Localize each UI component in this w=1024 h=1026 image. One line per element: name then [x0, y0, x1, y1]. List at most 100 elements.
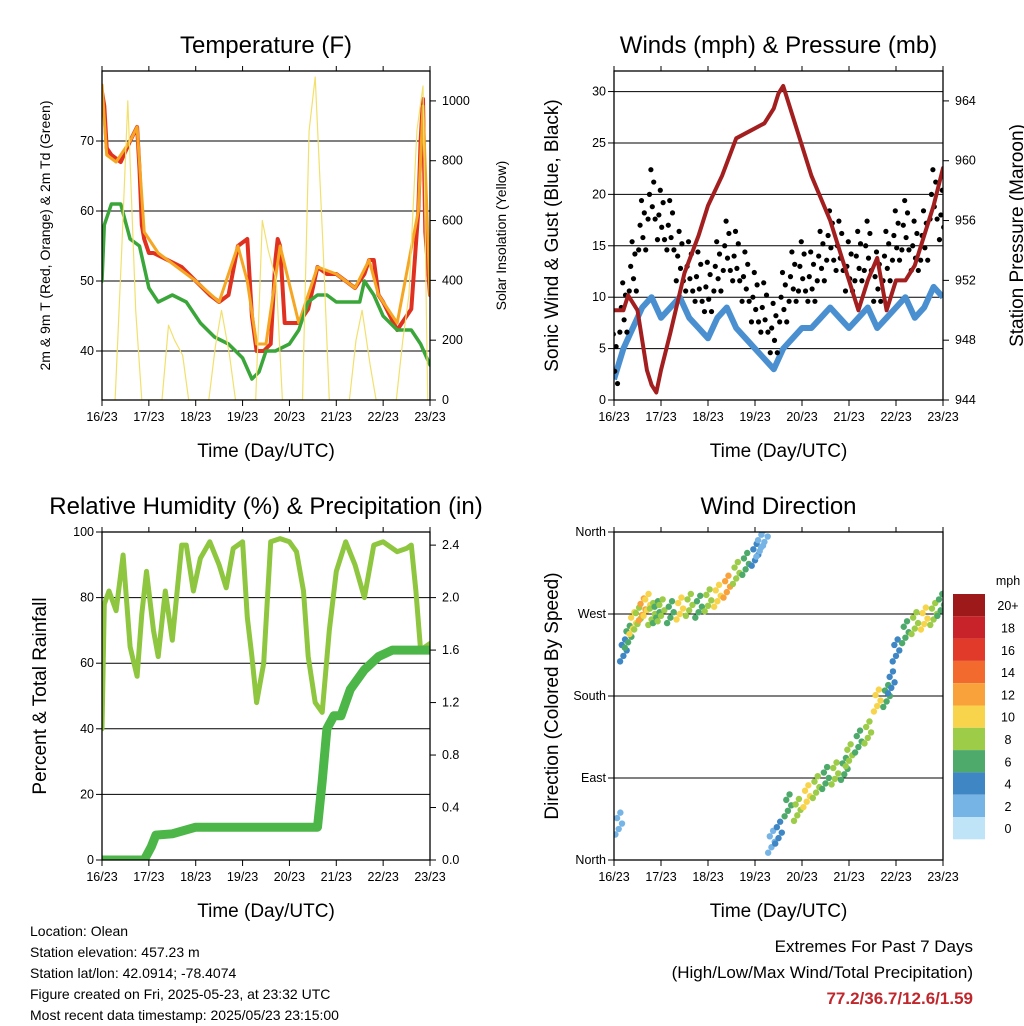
direction-point — [837, 776, 845, 784]
gust-point — [614, 343, 619, 350]
gust-point — [765, 329, 771, 335]
gust-point — [786, 298, 792, 304]
direction-point — [921, 620, 928, 628]
x-tick-label: 17/23 — [133, 870, 164, 884]
gust-point — [933, 179, 939, 185]
gust-point — [629, 239, 635, 245]
direction-frame — [613, 531, 944, 861]
legend-label: 10 — [1001, 711, 1015, 725]
rh-frame — [101, 531, 431, 861]
direction-point — [853, 732, 860, 740]
direction-point — [640, 612, 647, 620]
x-tick-label: 18/23 — [692, 410, 723, 424]
gust-point — [621, 317, 627, 323]
gust-point — [712, 263, 718, 269]
gust-point — [687, 276, 693, 282]
legend-label: 18 — [1001, 621, 1015, 635]
direction-point — [911, 625, 918, 632]
gust-point — [693, 274, 700, 280]
gust-point — [795, 288, 802, 294]
gust-point — [617, 329, 623, 335]
x-tick-label: 18/23 — [692, 870, 723, 884]
gust-point — [731, 253, 737, 259]
direction-point — [784, 807, 792, 814]
gust-point — [673, 278, 679, 284]
legend-swatch — [953, 638, 985, 661]
direction-point — [877, 697, 884, 704]
direction-point — [772, 840, 779, 847]
y-axis-title: Sonic Wind & Gust (Blue, Black) — [542, 99, 563, 371]
x-tick-label: 21/23 — [833, 410, 864, 424]
direction-point — [803, 798, 810, 805]
gust-point — [708, 308, 715, 315]
gust-point — [842, 288, 849, 294]
gust-point — [873, 249, 880, 255]
direction-point — [701, 608, 708, 615]
gust-point — [817, 228, 823, 234]
sonic-wind-series — [614, 283, 943, 381]
gust-point — [863, 243, 869, 249]
x-tick-label: 20/23 — [274, 870, 305, 884]
direction-point — [790, 817, 798, 825]
gust-point — [750, 294, 756, 300]
y2-tick-label: 1.6 — [442, 643, 459, 657]
direction-point — [831, 775, 839, 783]
x-tick-label: 19/23 — [227, 410, 258, 424]
y2-tick-label: 1000 — [442, 94, 470, 108]
x-tick-label: 21/23 — [833, 870, 864, 884]
gust-point — [944, 237, 949, 242]
gust-point — [810, 261, 817, 267]
direction-point — [682, 612, 690, 620]
gust-point — [891, 232, 897, 239]
station-pressure-series — [614, 84, 943, 395]
gust-point — [645, 216, 651, 222]
gust-point — [724, 255, 731, 261]
gust-point — [892, 208, 898, 214]
gust-point — [938, 212, 943, 218]
direction-point — [721, 578, 729, 585]
direction-point — [917, 626, 925, 633]
direction-point — [845, 757, 853, 764]
y-tick-label: 30 — [592, 85, 606, 99]
direction-point — [891, 679, 898, 686]
direction-point — [825, 774, 832, 782]
legend-label: 14 — [1001, 666, 1015, 680]
gust-point — [797, 263, 803, 269]
direction-point — [692, 614, 699, 621]
y-tick-label: 0 — [599, 393, 606, 407]
x-tick-label: 19/23 — [739, 870, 770, 884]
y2-tick-label: 948 — [955, 333, 976, 347]
direction-point — [615, 825, 622, 833]
gust-point — [774, 350, 780, 356]
direction-point — [889, 668, 897, 675]
direction-point — [851, 749, 859, 756]
x-tick-label: 16/23 — [598, 410, 629, 424]
gust-point — [872, 274, 878, 280]
direction-point — [919, 609, 926, 617]
gust-point — [614, 380, 621, 387]
gust-point — [801, 251, 807, 257]
gust-point — [696, 286, 702, 292]
gust-point — [889, 257, 896, 263]
direction-point — [883, 698, 890, 705]
direction-point — [940, 601, 943, 608]
direction-point — [729, 580, 737, 588]
y2-tick-label: 0.8 — [442, 748, 459, 762]
gust-point — [711, 288, 717, 294]
direction-point — [757, 544, 765, 551]
gust-point — [636, 247, 642, 253]
gust-point — [638, 197, 645, 204]
direction-point — [631, 626, 638, 633]
temperature-title: Temperature (F) — [180, 32, 352, 59]
gust-point — [676, 228, 682, 234]
direction-points — [614, 532, 943, 856]
gust-point — [818, 265, 825, 271]
gust-point — [878, 298, 884, 304]
direction-point — [659, 596, 666, 603]
gust-point — [855, 228, 861, 234]
direction-point — [759, 532, 766, 535]
direction-point — [913, 608, 920, 616]
direction-point — [909, 614, 917, 621]
direction-point — [776, 818, 784, 825]
y2-tick-label: 2.4 — [442, 538, 459, 552]
